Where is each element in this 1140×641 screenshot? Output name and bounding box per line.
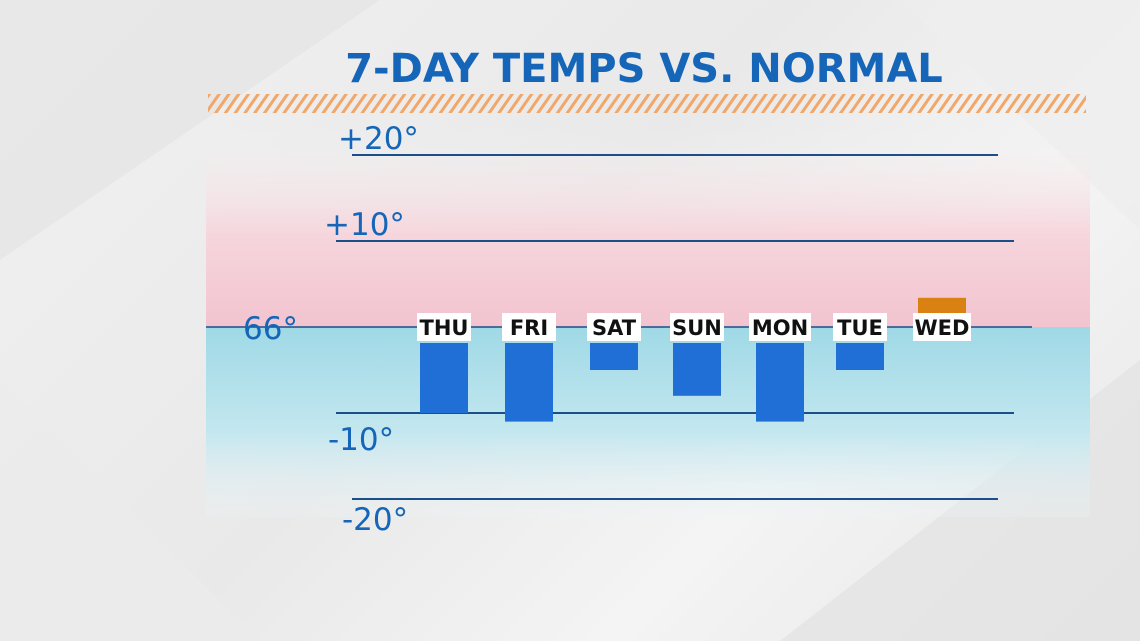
day-label-box-sun bbox=[670, 313, 724, 341]
day-label-box-wed bbox=[913, 313, 971, 341]
title-stripe-band bbox=[208, 94, 1086, 113]
day-label-sat: SAT bbox=[592, 316, 637, 340]
day-label-sun: SUN bbox=[672, 316, 722, 340]
day-label-fri: FRI bbox=[510, 316, 548, 340]
day-label-box-sat bbox=[587, 313, 641, 341]
bar-tue bbox=[836, 343, 884, 370]
y-tick-label-plus-10: +10° bbox=[324, 207, 405, 243]
y-tick-label-plus-20: +20° bbox=[338, 121, 419, 157]
day-label-box-mon bbox=[749, 313, 811, 341]
baseline-normal-label: 66° bbox=[243, 311, 298, 347]
day-label-box-fri bbox=[502, 313, 556, 341]
bar-sun bbox=[673, 343, 721, 396]
y-tick-label-minus-10: -10° bbox=[328, 422, 394, 458]
day-label-tue: TUE bbox=[837, 316, 883, 340]
bar-wed bbox=[918, 297, 966, 315]
chart-title: 7-DAY TEMPS VS. NORMAL bbox=[345, 46, 943, 92]
below-normal-zone bbox=[206, 327, 1090, 517]
above-normal-zone bbox=[206, 126, 1090, 327]
y-tick-label-minus-20: -20° bbox=[342, 502, 408, 538]
day-label-box-tue bbox=[833, 313, 887, 341]
day-label-wed: WED bbox=[915, 316, 970, 340]
day-label-mon: MON bbox=[752, 316, 808, 340]
bar-thu bbox=[420, 343, 468, 413]
day-labels: THU FRI SAT SUN MON TUE WED bbox=[417, 313, 971, 341]
bar-mon bbox=[756, 343, 804, 422]
day-label-box-thu bbox=[417, 313, 471, 341]
bar-series bbox=[420, 297, 966, 422]
bar-sat bbox=[590, 343, 638, 370]
day-label-thu: THU bbox=[420, 316, 469, 340]
bar-fri bbox=[505, 343, 553, 422]
